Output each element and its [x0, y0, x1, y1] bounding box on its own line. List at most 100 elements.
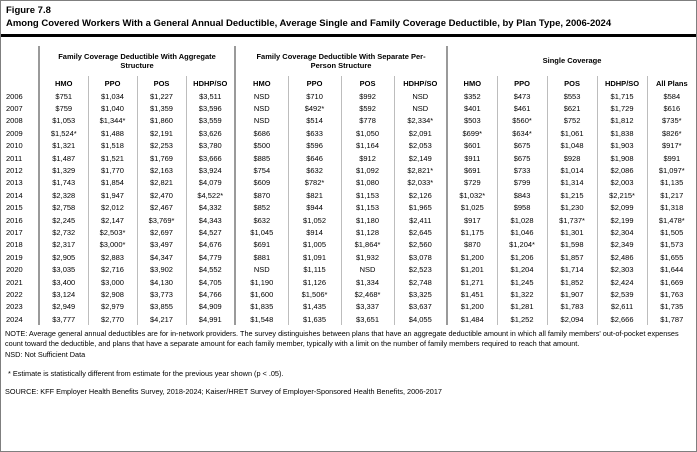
- value-cell: $4,779: [185, 251, 236, 264]
- table-row: 2016 $2,245 $2,147 $3,769* $4,343 $632 $1,052 $…: [3, 213, 696, 227]
- value-cell: $2,716: [87, 263, 137, 276]
- value-cell: $2,094: [546, 313, 598, 326]
- value-cell: $1,714: [546, 263, 598, 276]
- value-cell: $691: [446, 164, 498, 177]
- group-header-single: Single Coverage: [446, 46, 696, 76]
- value-cell: $2,503*: [87, 226, 137, 239]
- value-cell: $1,126: [287, 275, 342, 289]
- value-cell: $2,486: [596, 251, 648, 264]
- table-row: 2014 $2,328 $1,947 $2,470 $4,522* $870 $821 $1,…: [3, 189, 696, 202]
- value-cell: $3,124: [38, 288, 88, 301]
- value-cell: $778: [340, 114, 395, 128]
- value-cell: $1,175: [446, 226, 498, 239]
- value-cell: $1,301: [546, 226, 598, 239]
- value-cell: $401: [446, 102, 498, 115]
- value-cell: $2,908: [87, 288, 137, 301]
- value-cell: $3,325: [393, 288, 448, 301]
- col-header-agg-ppo: PPO: [87, 76, 137, 90]
- group-header-separate: Family Coverage Deductible With Separate…: [234, 46, 448, 76]
- value-cell: $632: [287, 164, 342, 177]
- table-row: 2008 $1,053 $1,344* $1,860 $3,559 NSD $514 $778…: [3, 114, 696, 128]
- value-cell: $2,645: [393, 226, 448, 239]
- year-cell: 2008: [6, 116, 23, 126]
- value-cell: $885: [234, 151, 289, 165]
- value-cell: $911: [446, 151, 498, 165]
- value-cell: $2,147: [87, 213, 137, 227]
- value-cell: $3,337: [340, 300, 395, 314]
- value-cell: $3,035: [38, 263, 88, 276]
- table-row: 2021 $3,400 $3,000 $4,130 $4,705 $1,190 $1,126…: [3, 275, 696, 289]
- value-cell: $1,907: [546, 288, 598, 301]
- value-cell: $596: [287, 139, 342, 152]
- table-row: 2009 $1,524* $1,488 $2,191 $3,626 $686 $633 $1,…: [3, 127, 696, 140]
- value-cell: $1,838: [596, 127, 648, 140]
- value-cell: $1,359: [136, 102, 186, 115]
- value-cell: $686: [234, 127, 289, 140]
- value-cell: $1,655: [646, 251, 696, 264]
- value-cell: $735*: [646, 114, 696, 128]
- value-cell: $3,637: [393, 300, 448, 314]
- value-cell: $4,676: [185, 238, 236, 252]
- value-cell: $2,245: [38, 213, 88, 227]
- value-cell: $2,253: [136, 139, 186, 152]
- value-cell: $4,766: [185, 288, 236, 301]
- value-cell: $2,732: [38, 226, 88, 239]
- year-cell: 2018: [6, 240, 23, 250]
- year-cell: 2019: [6, 252, 23, 262]
- value-cell: $1,715: [596, 90, 648, 103]
- value-cell: $1,484: [446, 313, 498, 326]
- value-cell: $1,451: [446, 288, 498, 301]
- value-cell: $3,596: [185, 102, 236, 115]
- value-cell: $4,217: [136, 313, 186, 326]
- year-cell: 2014: [6, 190, 23, 200]
- year-cell: 2010: [6, 141, 23, 151]
- value-cell: $2,215*: [596, 189, 648, 202]
- value-cell: $782*: [287, 176, 342, 190]
- asterisk-note: * Estimate is statistically different fr…: [8, 368, 284, 378]
- value-cell: $2,821*: [393, 164, 448, 177]
- value-cell: $560*: [496, 114, 548, 128]
- value-cell: $1,321: [38, 139, 88, 152]
- value-cell: $1,314: [546, 176, 598, 190]
- value-cell: $1,600: [234, 288, 289, 301]
- value-cell: $473: [496, 90, 548, 103]
- table-row: 2015 $2,758 $2,012 $2,467 $4,332 $852 $944 $1,1…: [3, 201, 696, 214]
- value-cell: $1,032*: [446, 189, 498, 202]
- value-cell: $1,045: [234, 226, 289, 239]
- value-cell: $1,487: [38, 151, 88, 165]
- value-cell: $1,153: [340, 189, 395, 202]
- value-cell: $675: [496, 151, 548, 165]
- value-cell: $1,743: [38, 176, 88, 190]
- table-body: 2006 $751 $1,034 $1,227 $3,511 NSD $710 $992 NSD…: [3, 90, 696, 326]
- year-cell: 2007: [6, 104, 23, 114]
- value-cell: $621: [546, 102, 598, 115]
- value-cell: $1,737*: [546, 213, 598, 227]
- value-cell: $1,271: [446, 275, 498, 289]
- value-cell: $634*: [496, 127, 548, 140]
- table-row: 2012 $1,329 $1,770 $2,163 $3,924 $754 $632 $1,0…: [3, 164, 696, 177]
- table-row: 2011 $1,487 $1,521 $1,769 $3,666 $885 $646 $912…: [3, 151, 696, 165]
- value-cell: $710: [287, 90, 342, 103]
- year-cell: 2015: [6, 203, 23, 213]
- col-header-sep-hdhp: HDHP/SO: [393, 76, 448, 90]
- value-cell: $991: [646, 151, 696, 165]
- col-header-single-ppo: PPO: [496, 76, 548, 90]
- table-row: 2018 $2,317 $3,000* $3,497 $4,676 $691 $1,005 $…: [3, 238, 696, 252]
- value-cell: $1,252: [496, 313, 548, 326]
- value-cell: $1,046: [496, 226, 548, 239]
- value-cell: $1,128: [340, 226, 395, 239]
- value-cell: $592: [340, 102, 395, 115]
- value-cell: $752: [546, 114, 598, 128]
- value-cell: $675: [496, 139, 548, 152]
- value-cell: $944: [287, 201, 342, 214]
- value-cell: $1,281: [496, 300, 548, 314]
- value-cell: $2,086: [596, 164, 648, 177]
- value-cell: $2,758: [38, 201, 88, 214]
- value-cell: $632: [234, 213, 289, 227]
- value-cell: $1,857: [546, 251, 598, 264]
- year-cell: 2022: [6, 289, 23, 299]
- value-cell: $733: [496, 164, 548, 177]
- value-cell: $2,012: [87, 201, 137, 214]
- value-cell: $2,467: [136, 201, 186, 214]
- value-cell: $1,215: [546, 189, 598, 202]
